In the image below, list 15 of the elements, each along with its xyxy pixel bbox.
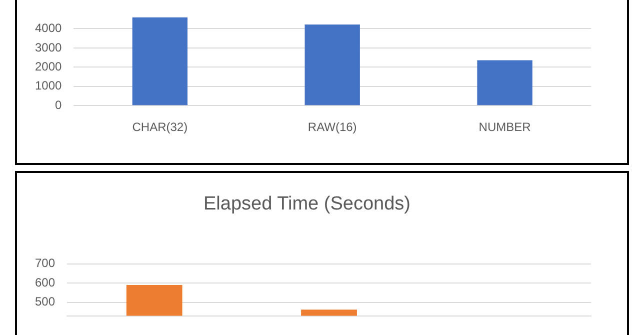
y-tick-label: 4000 <box>34 21 62 36</box>
y-tick-label: 600 <box>34 275 56 290</box>
chart-title: Elapsed Time (Seconds) <box>204 194 410 215</box>
bar <box>477 60 532 106</box>
x-tick-label: RAW(16) <box>308 120 357 134</box>
y-tick-label: 700 <box>34 256 56 270</box>
y-tick-label: 0 <box>55 98 62 112</box>
y-tick-label: 1000 <box>34 78 62 93</box>
x-tick-label: CHAR(32) <box>132 120 188 134</box>
y-tick-label: 2000 <box>34 59 62 74</box>
x-tick-label: NUMBER <box>478 120 532 134</box>
y-tick-label: 3000 <box>34 40 62 54</box>
bar <box>132 17 188 106</box>
y-tick-label: 500 <box>34 294 56 309</box>
bar <box>304 24 360 106</box>
